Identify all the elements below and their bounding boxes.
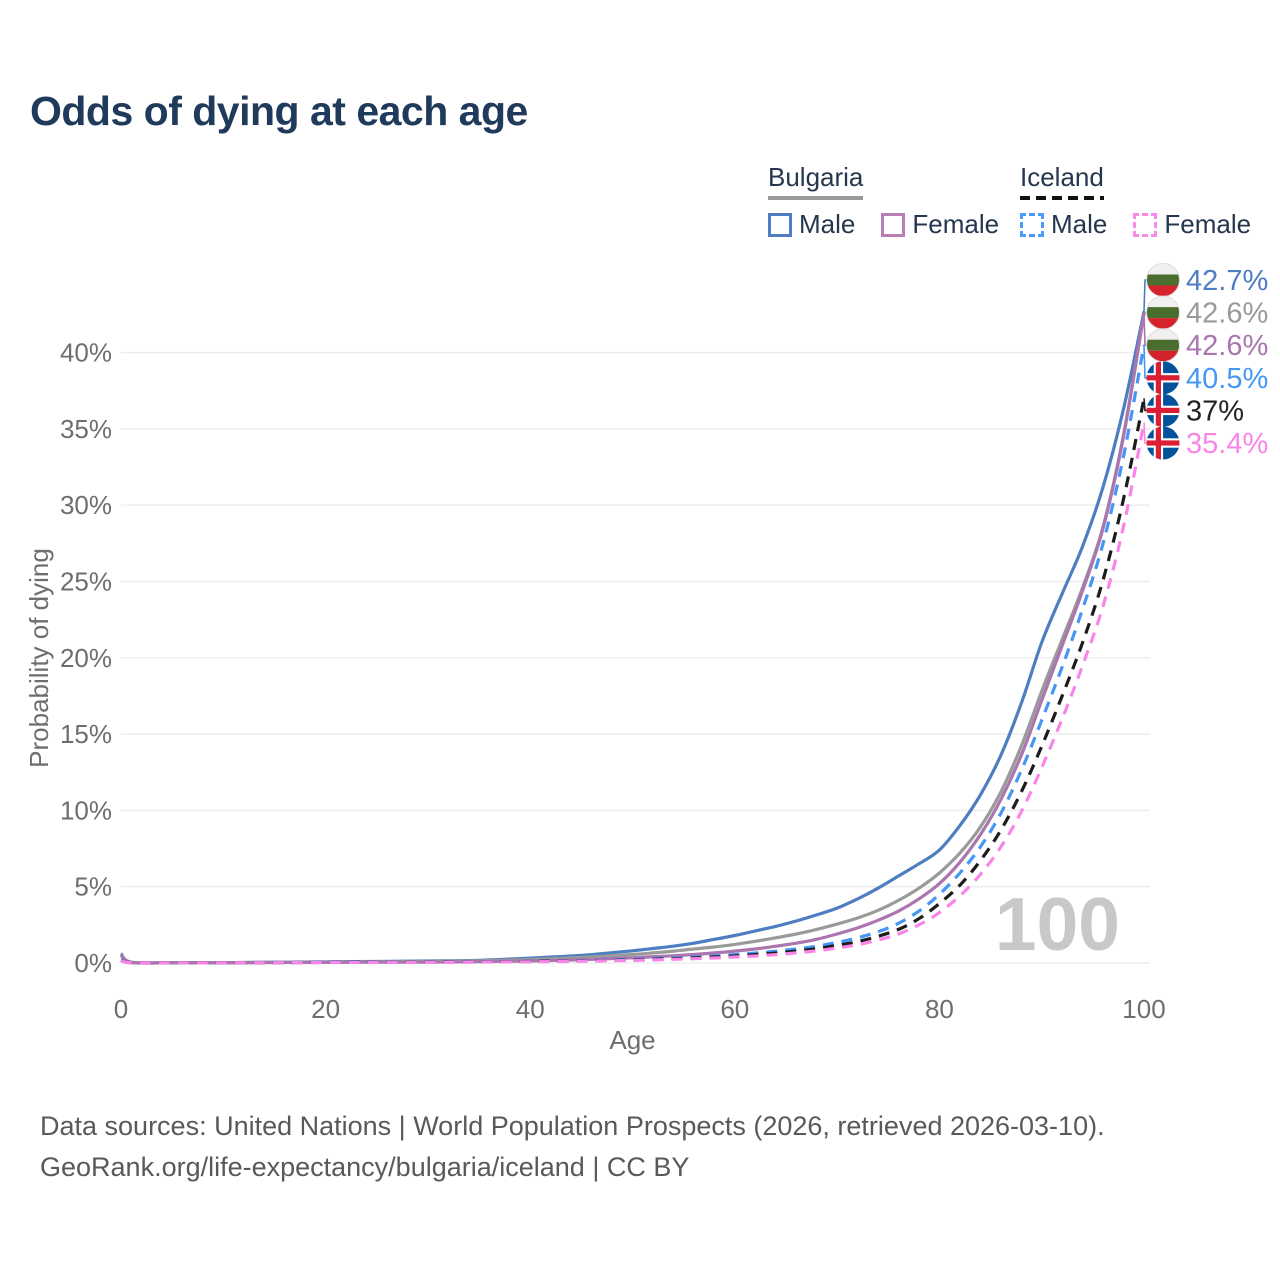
endpoint-connector xyxy=(1143,279,1147,312)
legend-group-bulgaria: Bulgaria Male Female xyxy=(768,162,999,240)
iceland-flag-icon xyxy=(1146,393,1180,427)
endpoint-value-label: 37% xyxy=(1186,395,1244,427)
legend-item-bulgaria-male[interactable]: Male xyxy=(768,209,855,240)
series-line-iceland_female[interactable] xyxy=(120,422,1146,965)
legend-country-iceland[interactable]: Iceland xyxy=(1020,162,1104,200)
y-tick-label: 0% xyxy=(74,948,112,978)
legend-group-iceland: Iceland Male Female xyxy=(1020,162,1251,240)
series-line-bulgaria_male[interactable] xyxy=(119,310,1146,965)
y-tick-label: 25% xyxy=(60,566,112,596)
x-tick-label: 20 xyxy=(311,994,340,1024)
endpoint-connector xyxy=(1143,398,1147,412)
footer: Data sources: United Nations | World Pop… xyxy=(40,1106,1105,1188)
x-axis-title: Age xyxy=(609,1025,655,1055)
legend-item-bulgaria-female[interactable]: Female xyxy=(881,209,999,240)
iceland-female-swatch-icon xyxy=(1133,212,1158,237)
series-line-bulgaria_female[interactable] xyxy=(119,312,1146,965)
legend-country-iceland-label: Iceland xyxy=(1020,162,1104,192)
legend-item-label: Female xyxy=(1164,209,1252,239)
legend-item-label: Male xyxy=(799,209,856,239)
endpoint-connector xyxy=(1143,422,1147,444)
bulgaria-female-swatch-icon xyxy=(881,212,906,237)
x-tick-label: 60 xyxy=(720,994,749,1024)
bulgaria-flag-icon xyxy=(1146,263,1180,297)
x-tick-label: 40 xyxy=(516,994,545,1024)
endpoint-connector xyxy=(1143,312,1147,346)
legend-country-bulgaria[interactable]: Bulgaria xyxy=(768,162,864,200)
series-line-iceland_male[interactable] xyxy=(120,344,1146,965)
iceland-flag-icon xyxy=(1146,426,1180,460)
iceland-flag-icon xyxy=(1146,361,1180,395)
endpoint-value-label: 42.6% xyxy=(1186,330,1268,362)
endpoint-value-label: 40.5% xyxy=(1186,363,1268,395)
legend-item-label: Male xyxy=(1051,209,1108,239)
series-line-iceland_both[interactable] xyxy=(120,397,1146,965)
bulgaria-male-swatch-icon xyxy=(768,212,792,237)
legend-item-label: Female xyxy=(912,209,1000,239)
y-tick-label: 10% xyxy=(60,795,112,825)
iceland-male-swatch-icon xyxy=(1020,212,1044,237)
endpoint-connector xyxy=(1143,344,1147,379)
y-tick-label: 5% xyxy=(74,872,112,902)
y-tick-label: 35% xyxy=(60,414,112,444)
bulgaria-flag-icon xyxy=(1146,328,1180,362)
attribution-text: GeoRank.org/life-expectancy/bulgaria/ice… xyxy=(40,1152,690,1182)
page-title: Odds of dying at each age xyxy=(30,88,528,134)
y-tick-label: 40% xyxy=(60,338,112,368)
legend-country-bulgaria-label: Bulgaria xyxy=(768,162,864,192)
legend-item-iceland-male[interactable]: Male xyxy=(1020,209,1107,240)
legend-item-iceland-female[interactable]: Female xyxy=(1133,209,1251,240)
x-tick-label: 100 xyxy=(1122,994,1165,1024)
data-sources-text: Data sources: United Nations | World Pop… xyxy=(40,1111,1105,1141)
bulgaria-flag-icon xyxy=(1146,296,1180,330)
y-tick-label: 30% xyxy=(60,490,112,520)
endpoint-value-label: 42.6% xyxy=(1186,298,1268,330)
age-watermark: 100 xyxy=(995,882,1120,966)
series-line-bulgaria_both[interactable] xyxy=(119,312,1146,965)
endpoint-value-label: 35.4% xyxy=(1186,428,1268,460)
y-tick-label: 15% xyxy=(60,719,112,749)
y-axis-title: Probability of dying xyxy=(24,548,54,768)
bulgaria-line-style-sample xyxy=(768,196,864,200)
y-tick-label: 20% xyxy=(60,643,112,673)
endpoint-value-label: 42.7% xyxy=(1186,265,1268,297)
iceland-line-style-sample xyxy=(1020,196,1104,200)
x-tick-label: 80 xyxy=(925,994,954,1024)
x-tick-label: 0 xyxy=(114,994,128,1024)
